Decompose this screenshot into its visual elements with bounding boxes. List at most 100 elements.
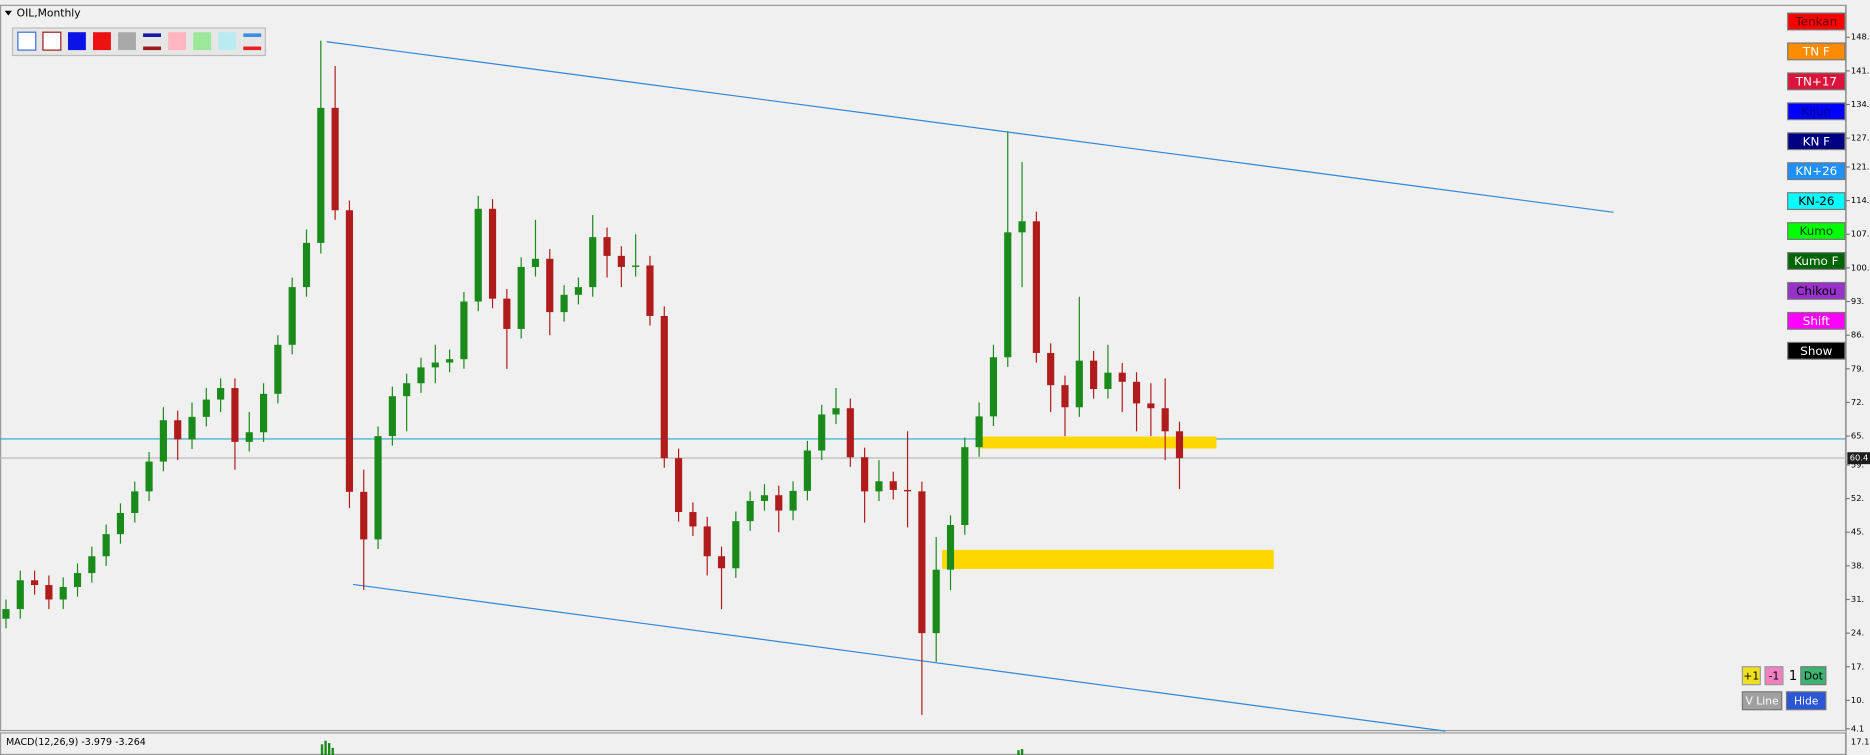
- candle-body: [431, 362, 439, 368]
- indicator-button[interactable]: Kijun: [1787, 102, 1846, 121]
- candle-body: [288, 287, 296, 345]
- indicator-button[interactable]: TN F: [1787, 42, 1846, 61]
- indicator-button[interactable]: Shift: [1787, 311, 1846, 330]
- candle-body: [646, 265, 654, 316]
- candle-body: [488, 208, 497, 299]
- tool-fill-gray[interactable]: [118, 32, 136, 51]
- button-face[interactable]: [1787, 132, 1846, 151]
- candle-body: [903, 489, 912, 492]
- y-tick-label: 65.: [1851, 431, 1864, 441]
- candle-body: [102, 534, 110, 557]
- macd-bar: [327, 743, 331, 755]
- candle-body: [1104, 372, 1112, 389]
- button-face[interactable]: [1787, 12, 1846, 31]
- button-face[interactable]: [1787, 252, 1846, 270]
- button-label: Chikou: [1796, 284, 1836, 298]
- candle-body: [589, 237, 597, 288]
- candle-body: [202, 399, 210, 417]
- button-face[interactable]: [1787, 311, 1846, 330]
- y-tick-label: 100.: [1851, 262, 1870, 272]
- tool-line-lightred[interactable]: [243, 46, 262, 51]
- indicator-button[interactable]: Kumo F: [1787, 252, 1846, 270]
- indicator-button[interactable]: TN+17: [1787, 72, 1846, 91]
- macd-bar: [320, 744, 324, 755]
- candle-body: [632, 265, 640, 267]
- indicator-button[interactable]: KN F: [1787, 132, 1846, 151]
- indicator-button[interactable]: Tenkan: [1787, 12, 1846, 31]
- candle-body: [159, 420, 167, 462]
- button-face[interactable]: [1787, 72, 1846, 91]
- button-face[interactable]: [1787, 222, 1846, 240]
- candle-body: [961, 447, 969, 525]
- button-label: Tenkan: [1795, 15, 1838, 29]
- indicator-button[interactable]: Kumo: [1787, 222, 1846, 240]
- candle-body: [789, 490, 797, 511]
- y-tick-label: 38.: [1851, 560, 1864, 570]
- candle-body: [403, 383, 411, 397]
- tool-fill-pink[interactable]: [168, 32, 187, 51]
- y-tick-label: 148.: [1851, 32, 1870, 42]
- tool-rect-blue[interactable]: [17, 31, 37, 51]
- candle-body: [989, 357, 998, 417]
- y-tick-label: 72.: [1851, 397, 1864, 407]
- tool-line-red[interactable]: [143, 46, 162, 51]
- candle-body: [1090, 360, 1098, 389]
- y-tick-label: 52.: [1851, 493, 1864, 503]
- y-tick-label: 127.: [1851, 133, 1870, 143]
- y-tick-label: 59.: [1851, 459, 1864, 469]
- trend-line-lower: [352, 583, 1446, 732]
- candle-body: [603, 237, 611, 256]
- candle-body: [145, 461, 153, 492]
- y-tick-label: 141.: [1851, 65, 1870, 75]
- candle-body: [417, 367, 425, 384]
- candle-body: [660, 315, 668, 459]
- indicator-button[interactable]: KN+26: [1787, 162, 1846, 181]
- candle-body: [531, 258, 540, 267]
- hide-button[interactable]: [1785, 691, 1827, 711]
- button-face[interactable]: [1787, 102, 1846, 121]
- minus-button[interactable]: [1764, 666, 1784, 686]
- y-tick-label: 45.: [1851, 527, 1864, 537]
- minus-label: -1: [1769, 669, 1780, 682]
- button-face[interactable]: [1787, 192, 1846, 211]
- dot-button[interactable]: [1800, 666, 1827, 686]
- tool-rect-red[interactable]: [42, 31, 62, 51]
- button-face[interactable]: [1787, 162, 1846, 181]
- button-face[interactable]: [1787, 341, 1846, 360]
- y-tick-label: 10.: [1851, 695, 1864, 705]
- button-label: TN F: [1802, 45, 1830, 59]
- plus-button[interactable]: [1741, 666, 1761, 686]
- vline-label: V Line: [1746, 694, 1779, 707]
- collapse-arrow[interactable]: [4, 10, 12, 16]
- tool-fill-green[interactable]: [193, 32, 212, 51]
- candle-body: [374, 436, 382, 540]
- candle-body: [16, 580, 24, 610]
- candle-body: [59, 586, 67, 600]
- macd-bar: [1017, 750, 1020, 755]
- candle-body: [803, 450, 811, 491]
- candle-body: [1118, 372, 1126, 382]
- candle-body: [345, 210, 354, 492]
- candle-body: [932, 569, 940, 634]
- candle-body: [217, 388, 225, 400]
- candle-body: [45, 585, 53, 600]
- button-face[interactable]: [1787, 42, 1846, 61]
- tool-fill-blue[interactable]: [67, 32, 86, 51]
- button-face[interactable]: [1787, 281, 1846, 300]
- candle-body: [546, 258, 554, 313]
- candle-body: [1175, 431, 1184, 459]
- candle-body: [73, 573, 82, 587]
- candle-body: [689, 512, 697, 527]
- indicator-button[interactable]: Chikou: [1787, 281, 1846, 300]
- indicator-button[interactable]: Show: [1787, 341, 1846, 360]
- indicator-button[interactable]: KN-26: [1787, 192, 1846, 211]
- button-label: Kumo F: [1794, 254, 1838, 268]
- tool-line-blue[interactable]: [143, 33, 162, 37]
- candle-body: [746, 500, 754, 522]
- candle-body: [875, 481, 883, 492]
- tool-fill-cyan[interactable]: [218, 32, 237, 51]
- tool-line-lightblue[interactable]: [243, 33, 262, 37]
- tool-fill-red[interactable]: [93, 32, 111, 51]
- vline-button[interactable]: [1741, 691, 1783, 711]
- y-tick-label: 4.1: [1851, 723, 1864, 733]
